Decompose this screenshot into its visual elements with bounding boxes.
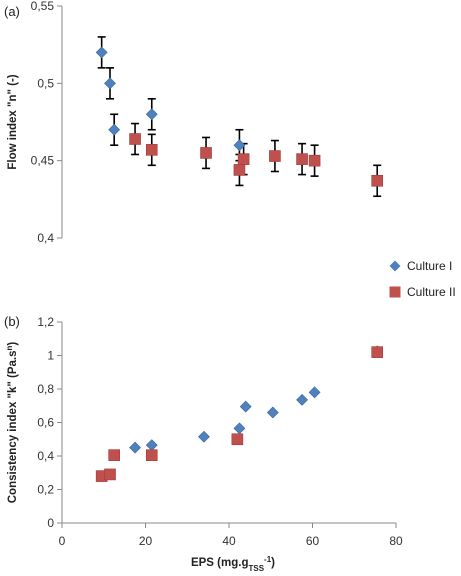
y-axis-title-main: Consistency index "k" (Pa.s [7, 350, 19, 503]
data-point-culture-i [129, 441, 141, 454]
legend-label: Culture II [407, 285, 456, 299]
data-point-culture-ii [108, 449, 120, 461]
y-tick-label: 0,45 [31, 154, 55, 168]
x-axis-title-sup: -1 [264, 555, 272, 564]
data-point-culture-i [233, 422, 246, 435]
y-tick-label: 0,55 [31, 0, 55, 13]
legend-marker-culture-ii [389, 286, 401, 298]
x-tick-label: 20 [139, 534, 153, 548]
data-point-culture-ii [145, 449, 158, 461]
data-point-culture-ii [104, 468, 116, 481]
data-point-culture-i [145, 108, 158, 121]
y-axis-title: Flow index "n" (-) [7, 74, 19, 169]
y-tick-label: 1,2 [37, 315, 54, 329]
y-tick-label: 0,6 [37, 416, 54, 430]
y-tick-label: 0,2 [37, 483, 54, 497]
y-tick-label: 0,8 [37, 382, 54, 396]
data-point-culture-i [95, 46, 108, 59]
legend-marker-culture-i [389, 260, 401, 272]
data-point-culture-i [308, 386, 321, 399]
y-tick-label: 0 [47, 516, 54, 530]
x-axis-title-tail: ) [271, 557, 275, 569]
y-axis-title-sup: n [5, 345, 14, 350]
data-point-culture-ii [233, 164, 246, 176]
x-axis-title: EPS (mg.gTSS-1) [191, 555, 275, 573]
y-tick-label: 0,5 [37, 76, 54, 90]
y-tick-label: 0,4 [37, 449, 54, 463]
data-point-culture-ii [296, 153, 308, 165]
y-axis-title-tail: ) [7, 342, 19, 346]
data-point-culture-i [104, 77, 116, 90]
x-tick-label: 0 [59, 534, 66, 548]
data-point-culture-i [145, 439, 158, 452]
data-point-culture-ii [269, 150, 281, 162]
data-point-culture-i [266, 406, 279, 419]
data-point-culture-ii [371, 174, 384, 187]
data-point-culture-ii [231, 433, 244, 446]
x-tick-label: 80 [389, 534, 403, 548]
data-point-culture-i [108, 123, 121, 136]
axes-layer [57, 5, 397, 528]
y-axis-title-main: Flow index "n" (-) [7, 74, 19, 169]
x-axis-title-main: EPS (mg.g [191, 557, 249, 569]
data-point-culture-i [198, 430, 210, 443]
text-layer: 0,4 0,45 0,5 0,55 (a) Flow index "n" (-) 0 0,2 0… [4, 0, 456, 573]
panel-label: (b) [4, 314, 20, 329]
x-tick-label: 40 [222, 534, 236, 548]
x-tick-label: 60 [306, 534, 320, 548]
y-axis-title: Consistency index "k" (Pa.sn) [5, 342, 20, 504]
marks-layer [95, 36, 401, 482]
data-point-culture-ii [200, 147, 212, 159]
data-point-culture-ii [308, 154, 321, 167]
data-point-culture-i [296, 393, 308, 406]
data-point-culture-ii [145, 144, 158, 156]
data-point-culture-ii [237, 153, 250, 165]
y-tick-label: 1 [47, 349, 54, 363]
data-point-culture-i [239, 400, 252, 413]
y-tick-label: 0,4 [37, 231, 54, 245]
x-axis-title-sub: TSS [248, 564, 264, 573]
data-point-culture-ii [129, 133, 141, 145]
legend-label: Culture I [407, 259, 452, 273]
panel-label: (a) [4, 4, 20, 19]
data-point-culture-ii [371, 346, 384, 358]
data-point-culture-i [233, 139, 246, 152]
